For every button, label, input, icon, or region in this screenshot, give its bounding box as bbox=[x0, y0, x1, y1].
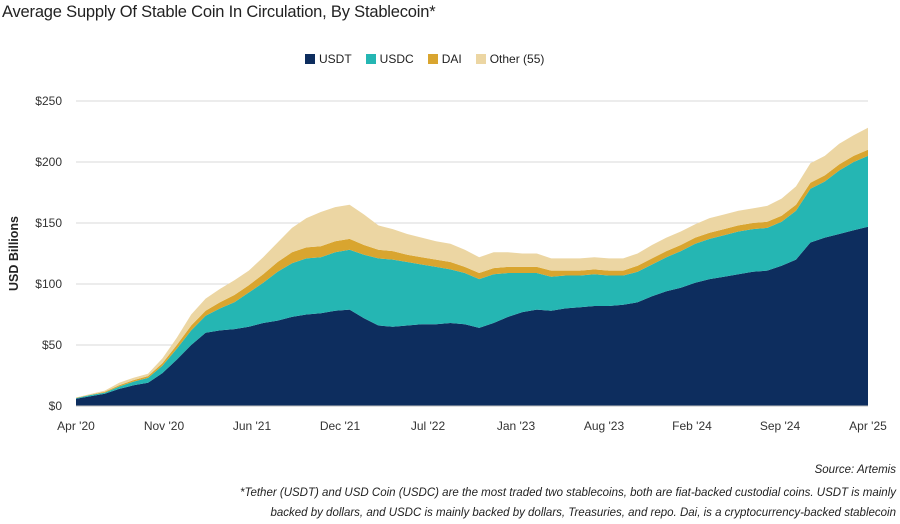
series-area-dai bbox=[76, 149, 868, 399]
legend-swatch-dai bbox=[427, 54, 438, 64]
x-tick-label: Apr '20 bbox=[57, 419, 95, 433]
footnote: *Tether (USDT) and USD Coin (USDC) are t… bbox=[30, 483, 896, 523]
legend-label-usdt: USDT bbox=[319, 52, 352, 66]
x-tick-label: Aug '23 bbox=[584, 419, 625, 433]
x-tick-label: Jul '22 bbox=[411, 419, 446, 433]
legend-swatch-usdt bbox=[305, 54, 315, 64]
legend-label-dai: DAI bbox=[441, 52, 462, 66]
legend-item-usdc: USDC bbox=[365, 52, 414, 66]
legend-item-other: Other (55) bbox=[475, 52, 545, 66]
legend-item-dai: DAI bbox=[427, 52, 462, 66]
x-tick-label: Feb '24 bbox=[672, 419, 712, 433]
series-area-usdc bbox=[76, 155, 868, 399]
y-axis-title: USD Billions bbox=[7, 216, 21, 291]
footnote-line-1: *Tether (USDT) and USD Coin (USDC) are t… bbox=[240, 487, 896, 499]
y-tick-label: $0 bbox=[49, 399, 63, 413]
legend-label-usdc: USDC bbox=[379, 52, 414, 66]
x-tick-label: Jun '21 bbox=[233, 419, 272, 433]
x-tick-label: Sep '24 bbox=[760, 419, 801, 433]
footnote-line-2: backed by dollars, and USDC is mainly ba… bbox=[270, 507, 896, 519]
series-area-other bbox=[76, 127, 868, 398]
x-tick-label: Dec '21 bbox=[320, 419, 361, 433]
y-tick-label: $250 bbox=[35, 94, 62, 108]
y-tick-label: $150 bbox=[35, 216, 62, 230]
x-tick-label: Apr '25 bbox=[849, 419, 887, 433]
y-tick-label: $100 bbox=[35, 277, 62, 291]
y-tick-label: $200 bbox=[35, 155, 62, 169]
legend-item-usdt: USDT bbox=[305, 52, 352, 66]
x-tick-label: Nov '20 bbox=[144, 419, 185, 433]
stacked-area-chart: $0 $50 $100 $150 $200 $250 Apr '20 Nov '20 Jun '… bbox=[7, 94, 887, 433]
legend-label-other: Other (55) bbox=[489, 52, 545, 66]
y-tick-label: $50 bbox=[42, 338, 62, 352]
legend: USDT USDC DAI Other (55) bbox=[305, 52, 544, 66]
source-note: Source: Artemis bbox=[814, 464, 896, 476]
chart-title: Average Supply Of Stable Coin In Circula… bbox=[2, 3, 436, 21]
legend-swatch-other bbox=[475, 54, 486, 64]
legend-swatch-usdc bbox=[365, 54, 376, 64]
x-tick-label: Jan '23 bbox=[497, 419, 536, 433]
series-area-usdt bbox=[76, 226, 868, 406]
